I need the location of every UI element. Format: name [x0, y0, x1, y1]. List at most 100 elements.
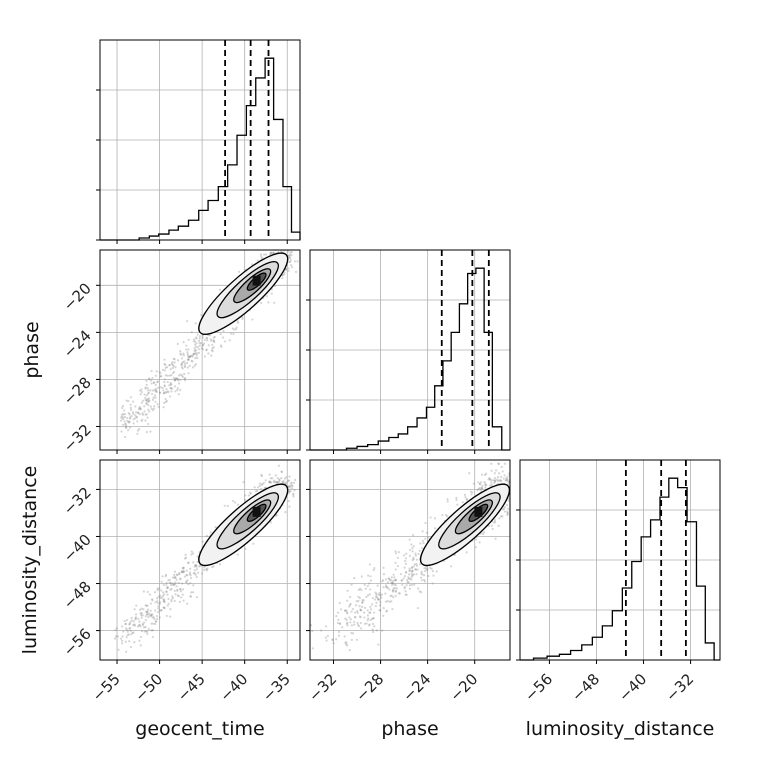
scatter-point: [269, 477, 272, 480]
scatter-point: [326, 634, 330, 637]
scatter-point: [154, 400, 157, 403]
scatter-point: [153, 389, 156, 392]
scatter-point: [425, 531, 429, 535]
scatter-point: [384, 592, 387, 595]
scatter-point: [150, 407, 153, 410]
scatter-point: [176, 387, 179, 390]
scatter-point: [173, 361, 176, 364]
scatter-point: [516, 490, 518, 492]
scatter-point: [144, 618, 147, 622]
scatter-point: [497, 462, 500, 465]
scatter-point: [359, 621, 362, 625]
scatter-point: [359, 616, 362, 619]
scatter-point: [174, 377, 177, 380]
scatter-point: [129, 396, 132, 399]
scatter-point: [285, 268, 288, 271]
scatter-point: [251, 318, 254, 321]
scatter-point: [345, 611, 349, 614]
scatter-point: [362, 599, 365, 602]
scatter-point: [274, 474, 277, 477]
scatter-point: [477, 487, 480, 490]
scatter-point: [164, 400, 167, 404]
scatter-point: [150, 622, 153, 625]
scatter-point: [388, 579, 391, 582]
scatter-point: [394, 590, 397, 593]
scatter-point: [518, 483, 520, 485]
scatter-point: [177, 379, 180, 382]
scatter-point: [355, 638, 359, 641]
scatter-point: [130, 633, 133, 636]
scatter-point: [272, 251, 275, 254]
scatter-point: [195, 348, 198, 352]
scatter-point: [503, 510, 507, 513]
scatter-point: [369, 605, 372, 608]
scatter-point: [221, 336, 225, 339]
scatter-point: [479, 489, 482, 492]
scatter-point: [228, 339, 231, 342]
scatter-point: [195, 337, 198, 340]
scatter-point: [359, 608, 362, 611]
scatter-point: [158, 609, 161, 612]
scatter-point: [290, 263, 293, 267]
scatter-point: [487, 478, 490, 481]
scatter-point: [515, 484, 517, 486]
scatter-point: [138, 413, 142, 416]
scatter-point: [166, 380, 169, 384]
scatter-point: [324, 625, 328, 628]
scatter-point: [348, 605, 351, 608]
scatter-point: [369, 588, 372, 591]
scatter-point: [121, 642, 124, 645]
scatter-point: [152, 396, 155, 399]
scatter-point: [294, 270, 298, 273]
scatter-point: [170, 362, 174, 365]
scatter-point: [177, 581, 180, 584]
scatter-point: [349, 621, 352, 624]
scatter-point: [418, 549, 421, 552]
scatter-point: [185, 573, 188, 577]
scatter-point: [200, 572, 204, 575]
scatter-point: [363, 583, 366, 587]
scatter-point: [125, 399, 128, 402]
scatter-point: [147, 399, 150, 402]
scatter-point: [123, 435, 127, 439]
scatter-point: [394, 578, 397, 581]
scatter-point: [140, 607, 143, 610]
scatter-point: [513, 504, 515, 506]
scatter-point: [354, 616, 357, 619]
scatter-point: [168, 581, 172, 584]
panel-border: [309, 459, 511, 661]
scatter-point: [273, 301, 276, 304]
scatter-point: [435, 570, 438, 573]
scatter-point: [156, 589, 159, 592]
scatter-point: [366, 584, 369, 588]
scatter-point: [335, 615, 338, 618]
scatter-point: [148, 593, 152, 596]
scatter-point: [382, 614, 385, 617]
scatter-point: [357, 595, 360, 599]
scatter-point: [337, 618, 340, 622]
scatter-point: [163, 606, 166, 610]
scatter-point: [268, 481, 271, 484]
scatter-point: [517, 502, 519, 504]
x-tick-label: −35: [259, 670, 294, 705]
scatter-point: [419, 542, 422, 545]
scatter-point: [161, 387, 164, 390]
scatter-point: [346, 624, 349, 627]
scatter-point: [287, 254, 290, 257]
scatter-point: [141, 614, 144, 617]
scatter-point: [160, 609, 163, 612]
scatter-point: [143, 393, 146, 396]
scatter-point: [501, 470, 504, 473]
scatter-point: [139, 611, 142, 615]
scatter-point: [220, 345, 223, 348]
scatter-point: [368, 593, 372, 596]
scatter-point: [363, 606, 367, 609]
scatter-point: [180, 374, 184, 377]
panel-border: [99, 39, 301, 241]
scatter-point: [137, 408, 141, 411]
scatter-point: [276, 476, 279, 480]
scatter-point: [325, 639, 328, 642]
scatter-point: [423, 578, 426, 582]
scatter-point: [127, 399, 130, 403]
scatter-point: [404, 562, 408, 565]
